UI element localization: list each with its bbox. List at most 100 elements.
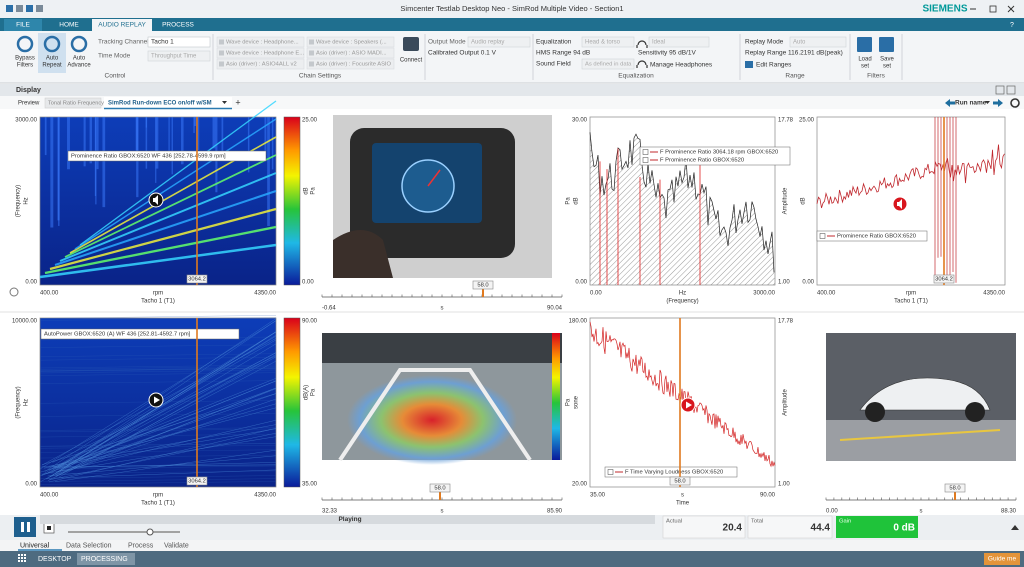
display-tab[interactable]: SimRod Run-down ECO on/off w/SM: [108, 101, 212, 107]
app-launcher-dot: [24, 560, 26, 562]
legend-checkbox[interactable]: [643, 158, 648, 163]
cursor-label: 3064.2: [935, 277, 953, 283]
ribbon-button[interactable]: Edit Ranges: [756, 62, 792, 69]
x-axis-max-label: 4350.00: [254, 291, 276, 297]
x-axis-min-label: 0.00: [590, 291, 602, 297]
bottom-tab[interactable]: Universal: [20, 542, 50, 549]
connect-icon[interactable]: [403, 37, 419, 51]
pause-button[interactable]: [14, 517, 36, 537]
quick-access-icon[interactable]: [36, 5, 43, 12]
panel-resize-handle[interactable]: [10, 288, 18, 296]
actual-level: 20.4: [723, 523, 743, 534]
y2-axis-title: Amplitude: [783, 187, 789, 214]
level-label: Total: [751, 519, 763, 525]
quick-access-icon[interactable]: [6, 5, 13, 12]
colorbar: [284, 318, 300, 487]
cursor-label: 3064.2: [188, 277, 206, 283]
button-label: Load: [858, 57, 871, 63]
filter-set-icon[interactable]: [879, 37, 894, 52]
timeline-start-label: -0.64: [322, 306, 336, 312]
device-icon: [219, 62, 224, 67]
x-axis-max-label: 90.00: [760, 493, 776, 499]
timeline-end-label: 90.04: [547, 306, 563, 312]
help-button[interactable]: ?: [1010, 22, 1014, 29]
y-axis-unit: Hz: [24, 197, 30, 204]
y-axis-unit: sone: [574, 395, 580, 409]
label: Replay Mode: [745, 39, 784, 46]
bottom-tab[interactable]: Data Selection: [66, 542, 112, 549]
legend-entry: F Time Varying Loudness GBOX:6520: [625, 470, 723, 476]
timeline-start-label: 32.33: [322, 509, 338, 515]
ribbon-button[interactable]: Manage Headphones: [650, 62, 713, 69]
x-axis-max-label: 3000.00: [753, 291, 775, 297]
heat-map-overlay: [347, 375, 517, 465]
filter-set-icon[interactable]: [857, 37, 872, 52]
bottom-tab[interactable]: Validate: [164, 542, 189, 549]
button-label: Advance: [67, 63, 91, 69]
app-launcher-dot: [21, 557, 23, 559]
x-axis-min-label: 400.00: [817, 291, 836, 297]
vehicle-wheel: [965, 402, 985, 422]
pause-icon: [27, 522, 30, 532]
workspace-tab[interactable]: DESKTOP: [38, 556, 72, 563]
x-axis-min-label: 400.00: [40, 493, 59, 499]
dropdown-value: Head & torso: [585, 40, 621, 46]
colorbar-max-label: 25.00: [302, 118, 318, 124]
x-axis-title: Tacho 1 (T1): [894, 299, 928, 305]
menu-tab-label: HOME: [59, 22, 79, 29]
pause-icon: [21, 522, 24, 532]
colorbar-min-label: 35.00: [302, 482, 318, 488]
y-axis-max-label: 25.00: [799, 118, 815, 124]
button-label: Auto: [46, 56, 59, 62]
group-label: Range: [785, 73, 805, 80]
x-axis-unit: Hz: [679, 291, 686, 297]
dropdown-value: Tacho 1: [151, 39, 174, 46]
label: Calibrated Output 0.1 V: [428, 50, 497, 57]
label: Time Mode: [98, 53, 131, 60]
run-name-selector[interactable]: Run name: [955, 100, 987, 107]
timeline-end-label: 88.30: [1001, 509, 1017, 515]
timeline-start-label: 0.00: [826, 509, 838, 515]
window-title: Simcenter Testlab Desktop Neo - SimRod M…: [400, 4, 623, 13]
device-icon: [219, 51, 224, 56]
legend-entry: F Prominence Ratio GBOX:6520: [660, 158, 744, 164]
x-axis-max-label: 4350.00: [254, 493, 276, 499]
vehicle-wheel: [865, 402, 885, 422]
quick-access-icon[interactable]: [16, 5, 23, 12]
legend-checkbox[interactable]: [608, 470, 613, 475]
add-tab-button[interactable]: +: [235, 97, 240, 107]
y-axis-max-label: 180.00: [569, 319, 588, 325]
y-axis-title: Pa: [566, 398, 572, 406]
x-axis-min-label: 400.00: [40, 291, 59, 297]
menu-tab-label: FILE: [16, 22, 30, 29]
playback-status: Playing: [338, 516, 361, 523]
workspace-tab[interactable]: PROCESSING: [81, 556, 128, 563]
app-launcher-dot: [21, 560, 23, 562]
app-launcher-dot: [21, 554, 23, 556]
position-slider-thumb[interactable]: [147, 529, 153, 535]
display-tab[interactable]: Tonal Ratio Frequency: [48, 100, 104, 106]
quick-access-icon[interactable]: [26, 5, 33, 12]
y-axis-max-label: 10000.00: [12, 319, 38, 325]
cursor-label: 3064.2: [188, 479, 206, 485]
bottom-tab[interactable]: Process: [128, 542, 154, 549]
device-icon: [309, 62, 314, 67]
app-launcher-dot: [18, 557, 20, 559]
x-axis-max-label: 4350.00: [983, 291, 1005, 297]
button-label: Bypass: [15, 56, 35, 62]
legend-checkbox[interactable]: [820, 234, 825, 239]
x-axis-unit: rpm: [153, 291, 163, 297]
display-tab[interactable]: Preview: [18, 101, 40, 107]
display-header: [0, 84, 1024, 96]
annotation: AutoPower GBOX:6520 (A) WF 436 [252.81-4…: [44, 332, 191, 338]
page: {"window":{"title":"Simcenter Testlab De…: [0, 0, 1024, 567]
y-axis-unit: dB: [574, 197, 580, 204]
y2-axis-min-label: 1.00: [778, 482, 790, 488]
dropdown-value: As defined in data: [585, 62, 632, 68]
device-icon: [309, 51, 314, 56]
guide-button[interactable]: Guide me: [988, 556, 1017, 563]
dropdown-value: Auto: [793, 40, 806, 46]
roll-cage-top: [322, 333, 562, 363]
label: HMS Range 94 dB: [536, 50, 590, 57]
legend-checkbox[interactable]: [643, 150, 648, 155]
